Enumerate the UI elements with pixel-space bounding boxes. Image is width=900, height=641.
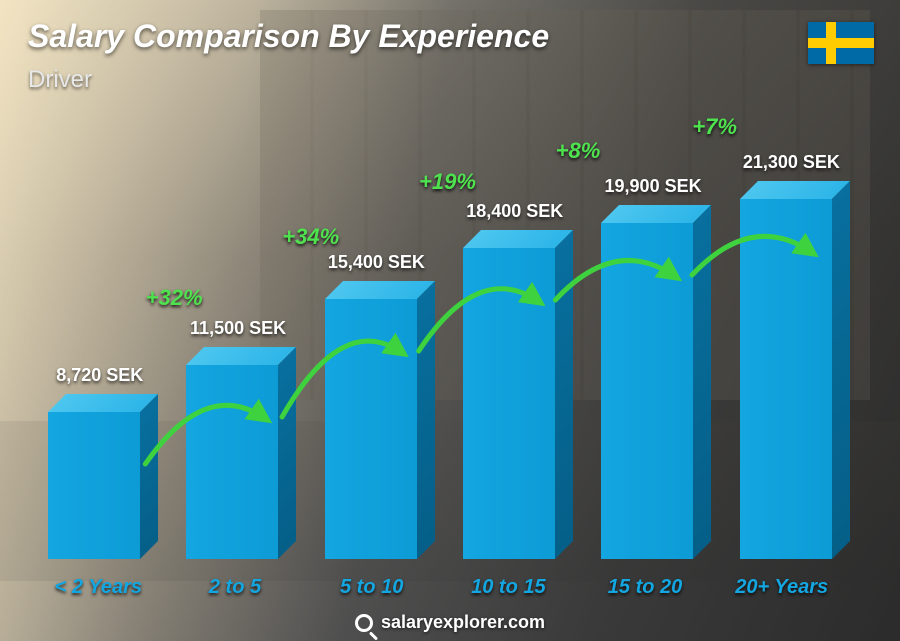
bar-slot: 15,400 SEK: [307, 299, 435, 559]
bar-front: [325, 299, 417, 559]
bar-slot: 18,400 SEK: [445, 248, 573, 559]
delta-label: +8%: [556, 138, 601, 164]
bar-front: [740, 199, 832, 559]
bar: 19,900 SEK: [601, 223, 693, 559]
bar-side: [278, 347, 296, 559]
footer-branding: salaryexplorer.com: [0, 612, 900, 633]
x-axis-label: < 2 Years: [30, 576, 167, 599]
bar-side: [417, 281, 435, 559]
x-axis-label: 5 to 10: [303, 576, 440, 599]
delta-label: +19%: [419, 169, 476, 195]
bar-front: [463, 248, 555, 559]
bar-value-label: 18,400 SEK: [445, 201, 585, 222]
bar-side: [693, 205, 711, 559]
infographic-stage: Salary Comparison By Experience Driver A…: [0, 0, 900, 641]
bar-side: [140, 394, 158, 559]
bar-value-label: 11,500 SEK: [168, 318, 308, 339]
bar: 21,300 SEK: [740, 199, 832, 559]
bar-value-label: 21,300 SEK: [721, 152, 861, 173]
bar: 18,400 SEK: [463, 248, 555, 559]
bar-front: [186, 365, 278, 559]
x-axis-label: 20+ Years: [713, 576, 850, 599]
bar-front: [601, 223, 693, 559]
x-axis-label: 10 to 15: [440, 576, 577, 599]
bar-slot: 21,300 SEK: [722, 199, 850, 559]
bar-slot: 8,720 SEK: [30, 412, 158, 559]
bar-slot: 19,900 SEK: [583, 223, 711, 559]
delta-label: +34%: [282, 224, 339, 250]
bar-value-label: 19,900 SEK: [583, 176, 723, 197]
chart-title: Salary Comparison By Experience: [28, 18, 549, 55]
sweden-flag-icon: [808, 22, 874, 64]
delta-label: +7%: [692, 114, 737, 140]
magnifier-icon: [355, 614, 373, 632]
bar: 11,500 SEK: [186, 365, 278, 559]
bar-chart: 8,720 SEK 11,500 SEK 15,400 SEK 18,400 SEK 1…: [30, 100, 850, 559]
bar-value-label: 15,400 SEK: [306, 252, 446, 273]
bar: 15,400 SEK: [325, 299, 417, 559]
bar-side: [832, 181, 850, 559]
bar-side: [555, 230, 573, 559]
chart-subtitle: Driver: [28, 66, 92, 94]
bar-front: [48, 412, 140, 559]
bar-slot: 11,500 SEK: [168, 365, 296, 559]
delta-label: +32%: [146, 285, 203, 311]
x-axis: < 2 Years2 to 55 to 1010 to 1515 to 2020…: [30, 576, 850, 599]
x-axis-label: 2 to 5: [167, 576, 304, 599]
bar: 8,720 SEK: [48, 412, 140, 559]
footer-text: salaryexplorer.com: [381, 612, 545, 633]
x-axis-label: 15 to 20: [577, 576, 714, 599]
bar-value-label: 8,720 SEK: [30, 365, 170, 386]
